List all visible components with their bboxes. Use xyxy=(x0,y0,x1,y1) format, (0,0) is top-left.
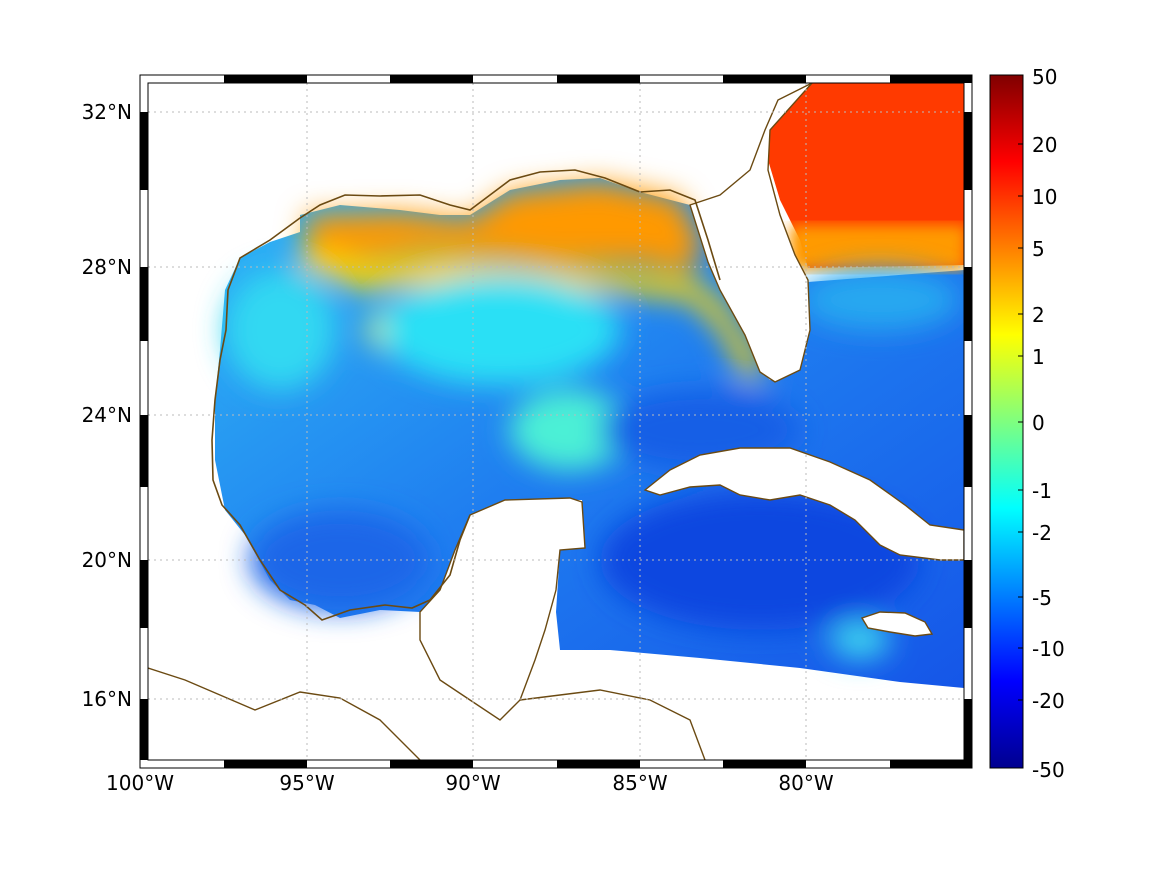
northern-shelf-field xyxy=(305,182,702,272)
central-cyan-patch xyxy=(380,275,620,385)
jamaica-cyan-patch xyxy=(830,622,890,658)
colorbar-labels: 50 20 10 5 2 1 0 -1 -2 -5 -10 -20 -50 xyxy=(1032,65,1065,782)
lon-tick-label: 85°W xyxy=(612,771,667,795)
colorbar-tick-label: 5 xyxy=(1032,237,1045,261)
land xyxy=(148,83,964,760)
lon-tick-label: 80°W xyxy=(778,771,833,795)
lon-tick-labels: 100°W 95°W 90°W 85°W 80°W xyxy=(106,771,834,795)
colorbar-tick-label: -5 xyxy=(1032,586,1052,610)
colorbar-ticks xyxy=(1018,143,1023,701)
florida-land xyxy=(689,83,813,383)
jamaica-land xyxy=(860,611,934,637)
colorbar-tick-label: -1 xyxy=(1032,479,1052,503)
lat-tick-label: 28°N xyxy=(82,255,132,279)
central-cyan-patch-2 xyxy=(510,390,630,470)
colorbar-tick-label: -50 xyxy=(1032,758,1065,782)
colorbar-tick-label: -2 xyxy=(1032,521,1052,545)
gridlines xyxy=(148,83,964,760)
atlantic-gradient-band xyxy=(790,225,964,270)
colorbar-gradient xyxy=(989,74,1024,769)
lat-tick-labels: 16°N 20°N 24°N 28°N 32°N xyxy=(82,100,132,711)
lat-tick-label: 16°N xyxy=(82,687,132,711)
colorbar-tick-label: 10 xyxy=(1032,185,1057,209)
colorbar-tick-label: 2 xyxy=(1032,303,1045,327)
bahamas-cyan-patch xyxy=(800,270,960,330)
colorbar: 50 20 10 5 2 1 0 -1 -2 -5 -10 -20 -50 xyxy=(989,65,1065,782)
colorbar-tick-label: 50 xyxy=(1032,65,1057,89)
lon-tick-label: 100°W xyxy=(106,771,174,795)
yucatan-land xyxy=(419,497,586,721)
colorbar-tick-label: 1 xyxy=(1032,345,1045,369)
colorbar-tick-label: 20 xyxy=(1032,133,1057,157)
honduras-coast xyxy=(519,689,706,760)
lat-tick-label: 32°N xyxy=(82,100,132,124)
lon-tick-label: 90°W xyxy=(445,771,500,795)
colorbar-tick-label: -10 xyxy=(1032,637,1065,661)
west-cyan-patch xyxy=(225,270,335,390)
lat-tick-label: 24°N xyxy=(82,403,132,427)
shelf-yellow-band xyxy=(300,245,765,378)
atlantic-warm-field xyxy=(768,83,964,268)
lon-tick-label: 95°W xyxy=(279,771,334,795)
gulf-coastline xyxy=(211,169,721,621)
colorbar-tick-label: 0 xyxy=(1032,411,1045,435)
central-america-coast xyxy=(148,667,421,760)
data-field xyxy=(215,83,964,688)
colorbar-tick-label: -20 xyxy=(1032,689,1065,713)
map-frame xyxy=(139,74,973,769)
lat-tick-label: 20°N xyxy=(82,548,132,572)
